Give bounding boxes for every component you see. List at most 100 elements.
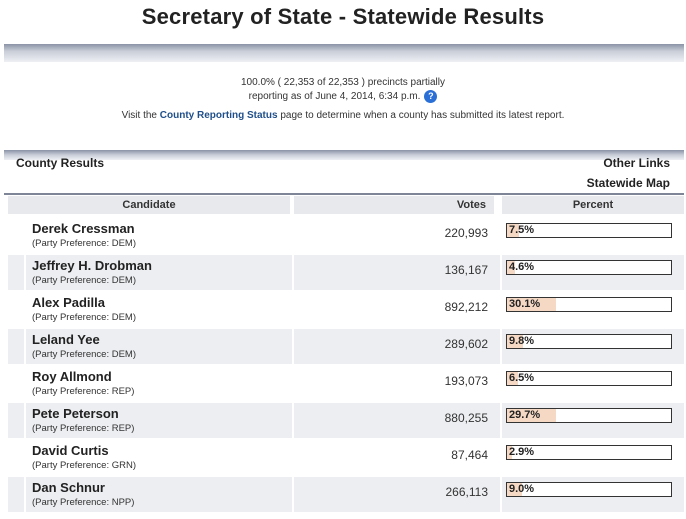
precinct-status-line: 100.0% ( 22,353 of 22,353 ) precincts pa… — [0, 77, 686, 88]
party-preference: (Party Preference: DEM) — [32, 312, 136, 323]
row-gutter — [8, 477, 24, 512]
visit-suffix: page to determine when a county has subm… — [280, 110, 565, 121]
votes-cell: 193,073 — [294, 366, 500, 401]
percent-label: 9.0% — [509, 483, 535, 495]
reporting-time-text: reporting as of June 4, 2014, 6:34 p.m. — [248, 91, 421, 103]
percent-bar: 2.9% — [506, 445, 672, 460]
table-row: Pete Peterson (Party Preference: REP) 880,… — [4, 402, 684, 438]
party-preference: (Party Preference: NPP) — [32, 497, 135, 508]
vote-count: 136,167 — [444, 263, 488, 277]
percent-bar: 7.5% — [506, 223, 672, 238]
vote-count: 220,993 — [444, 226, 488, 240]
column-header-percent: Percent — [502, 196, 684, 214]
visit-line: Visit the County Reporting Status page t… — [0, 110, 686, 121]
table-top-border — [4, 193, 684, 195]
candidate-cell: Jeffrey H. Drobman (Party Preference: DEM… — [26, 255, 292, 290]
row-gutter — [8, 255, 24, 290]
percent-bar-fill — [507, 446, 512, 459]
other-links-heading: Other Links — [603, 156, 670, 170]
county-reporting-status-link[interactable]: County Reporting Status — [159, 110, 278, 121]
vote-count: 266,113 — [445, 485, 489, 499]
table-row: David Curtis (Party Preference: GRN) 87,46… — [4, 439, 684, 475]
percent-label: 2.9% — [509, 446, 535, 458]
candidate-name: Jeffrey H. Drobman — [32, 258, 152, 273]
statewide-map-link[interactable]: Statewide Map — [586, 176, 670, 190]
column-header-candidate: Candidate — [8, 196, 290, 214]
table-row: Roy Allmond (Party Preference: REP) 193,07… — [4, 365, 684, 401]
party-preference: (Party Preference: DEM) — [32, 349, 136, 360]
help-icon[interactable]: ? — [424, 90, 438, 103]
candidate-name: Alex Padilla — [32, 295, 105, 310]
percent-bar-fill — [507, 372, 518, 385]
percent-bar: 4.6% — [506, 260, 672, 275]
percent-cell: 2.9% — [502, 440, 684, 475]
reporting-time-line: reporting as of June 4, 2014, 6:34 p.m.? — [0, 90, 686, 103]
votes-cell: 87,464 — [294, 440, 500, 475]
percent-bar: 30.1% — [506, 297, 672, 312]
header-divider — [4, 44, 684, 62]
candidate-cell: David Curtis (Party Preference: GRN) — [26, 440, 292, 475]
table-row: Jeffrey H. Drobman (Party Preference: DEM… — [4, 254, 684, 290]
votes-cell: 880,255 — [294, 403, 500, 438]
candidate-name: Leland Yee — [32, 332, 100, 347]
party-preference: (Party Preference: DEM) — [32, 275, 136, 286]
table-row: Dan Schnur (Party Preference: NPP) 266,113… — [4, 476, 684, 512]
percent-bar: 9.0% — [506, 482, 672, 497]
percent-cell: 4.6% — [502, 255, 684, 290]
candidate-cell: Dan Schnur (Party Preference: NPP) — [26, 477, 292, 512]
percent-label: 29.7% — [509, 409, 541, 421]
percent-bar: 29.7% — [506, 408, 672, 423]
table-row: Alex Padilla (Party Preference: DEM) 892,2… — [4, 291, 684, 327]
percent-label: 9.8% — [509, 335, 535, 347]
percent-bar-fill — [507, 409, 556, 422]
party-preference: (Party Preference: REP) — [32, 386, 135, 397]
table-row: Leland Yee (Party Preference: DEM) 289,602… — [4, 328, 684, 364]
votes-cell: 136,167 — [294, 255, 500, 290]
percent-bar-fill — [507, 335, 523, 348]
candidate-cell: Derek Cressman (Party Preference: DEM) — [26, 218, 292, 253]
page-title: Secretary of State - Statewide Results — [141, 4, 545, 29]
row-gutter — [8, 329, 24, 364]
row-gutter — [8, 292, 24, 327]
candidate-name: Derek Cressman — [32, 221, 135, 236]
visit-prefix: Visit the — [121, 110, 157, 121]
percent-cell: 30.1% — [502, 292, 684, 327]
percent-label: 4.6% — [509, 261, 535, 273]
percent-label: 30.1% — [509, 298, 541, 310]
percent-bar-fill — [507, 261, 515, 274]
percent-cell: 7.5% — [502, 218, 684, 253]
table-row: Derek Cressman (Party Preference: DEM) 220… — [4, 217, 684, 253]
row-gutter — [8, 218, 24, 253]
candidate-name: Roy Allmond — [32, 369, 112, 384]
percent-cell: 6.5% — [502, 366, 684, 401]
vote-count: 289,602 — [444, 337, 488, 351]
vote-count: 87,464 — [451, 448, 488, 462]
percent-bar-fill — [507, 224, 519, 237]
votes-cell: 266,113 — [294, 477, 500, 512]
section-divider — [4, 150, 684, 160]
percent-cell: 29.7% — [502, 403, 684, 438]
precinct-status-text: 100.0% ( 22,353 of 22,353 ) precincts pa… — [240, 77, 445, 88]
votes-cell: 892,212 — [294, 292, 500, 327]
row-gutter — [8, 403, 24, 438]
candidate-cell: Leland Yee (Party Preference: DEM) — [26, 329, 292, 364]
row-gutter — [8, 366, 24, 401]
county-results-heading: County Results — [16, 156, 105, 170]
percent-label: 7.5% — [509, 224, 535, 236]
percent-bar-fill — [507, 298, 556, 311]
vote-count: 892,212 — [444, 300, 488, 314]
column-header-votes: Votes — [294, 196, 494, 214]
candidate-cell: Alex Padilla (Party Preference: DEM) — [26, 292, 292, 327]
percent-bar-fill — [507, 483, 522, 496]
percent-cell: 9.8% — [502, 329, 684, 364]
percent-bar: 6.5% — [506, 371, 672, 386]
party-preference: (Party Preference: DEM) — [32, 238, 136, 249]
party-preference: (Party Preference: REP) — [32, 423, 135, 434]
candidate-name: Dan Schnur — [32, 480, 105, 495]
candidate-cell: Roy Allmond (Party Preference: REP) — [26, 366, 292, 401]
candidate-name: David Curtis — [32, 443, 109, 458]
percent-bar: 9.8% — [506, 334, 672, 349]
votes-cell: 289,602 — [294, 329, 500, 364]
party-preference: (Party Preference: GRN) — [32, 460, 136, 471]
candidate-name: Pete Peterson — [32, 406, 119, 421]
